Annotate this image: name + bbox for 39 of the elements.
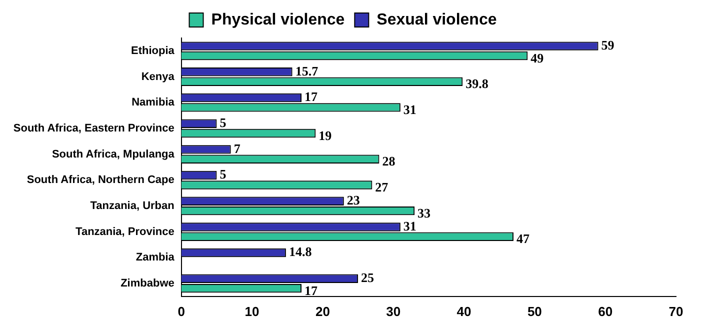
data-label: 25 bbox=[361, 270, 375, 285]
data-label: 14.8 bbox=[288, 244, 312, 260]
data-label: 33 bbox=[418, 205, 432, 220]
legend-label: Sexual violence bbox=[376, 11, 497, 28]
data-label: 31 bbox=[403, 102, 416, 117]
data-label: 17 bbox=[304, 89, 318, 104]
x-tick-label: 10 bbox=[244, 304, 260, 319]
data-label: 47 bbox=[516, 231, 530, 246]
x-tick-label: 60 bbox=[598, 304, 613, 319]
x-tick-label: 30 bbox=[386, 304, 401, 319]
x-tick-label: 40 bbox=[456, 304, 472, 319]
data-label: 27 bbox=[375, 179, 389, 194]
y-tick-label: Ethiopia bbox=[130, 44, 176, 57]
x-tick-label: 50 bbox=[527, 304, 542, 319]
data-label: 28 bbox=[382, 154, 396, 169]
y-tick-label: Zambia bbox=[136, 252, 176, 264]
x-tick-label: 70 bbox=[668, 304, 684, 319]
x-tick-label: 20 bbox=[315, 304, 330, 319]
data-label: 39.8 bbox=[466, 76, 489, 92]
y-tick-label: Namibia bbox=[132, 96, 176, 109]
data-label: 5 bbox=[220, 166, 227, 182]
y-tick-label: Zimbabwe bbox=[120, 278, 174, 290]
y-tick-label: South Africa, Mpulanga bbox=[52, 148, 176, 160]
y-tick-label: Kenya bbox=[141, 70, 176, 83]
x-tick-label: 0 bbox=[178, 304, 185, 319]
data-label: 59 bbox=[601, 37, 615, 52]
y-tick-label: South Africa, Eastern Province bbox=[13, 122, 174, 134]
data-label: 23 bbox=[346, 192, 360, 208]
data-label: 19 bbox=[318, 128, 332, 143]
data-label: 49 bbox=[530, 50, 544, 66]
y-tick-label: South Africa, Northern Cape bbox=[26, 174, 174, 186]
data-label: 7 bbox=[234, 140, 241, 156]
data-label: 15.7 bbox=[295, 63, 319, 78]
data-label: 31 bbox=[403, 218, 416, 234]
legend-label: Physical violence bbox=[211, 11, 345, 28]
data-label: 17 bbox=[304, 282, 318, 298]
y-tick-label: Tanzania, Urban bbox=[90, 200, 175, 212]
data-label: 5 bbox=[220, 114, 227, 130]
y-tick-label: Tanzania, Province bbox=[76, 226, 174, 238]
